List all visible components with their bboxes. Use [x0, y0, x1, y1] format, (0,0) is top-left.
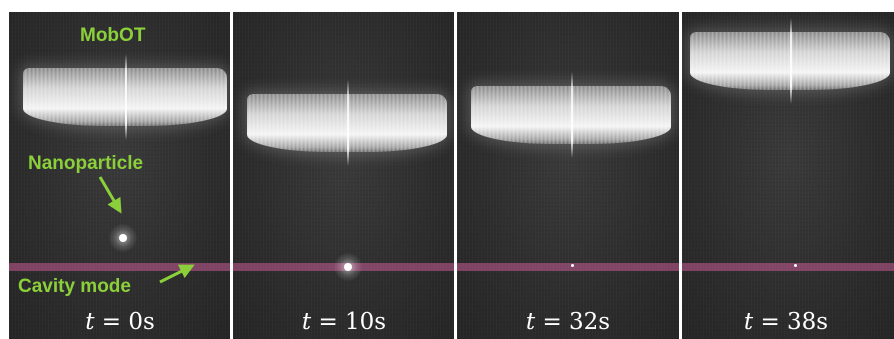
cavity-mode-band [457, 263, 679, 271]
nanoparticle-dot [344, 263, 352, 271]
time-variable: t [525, 309, 536, 335]
noise-texture [233, 12, 454, 339]
frame-2 [233, 12, 454, 339]
time-value: = 32s [542, 309, 611, 335]
time-value: = 38s [760, 309, 829, 335]
mobot-atom-cloud [690, 18, 890, 104]
time-value: = 0s [101, 309, 155, 335]
time-value: = 10s [318, 309, 387, 335]
frame-4 [682, 12, 894, 339]
mobot-atom-cloud [247, 80, 447, 166]
nanoparticle-dot [794, 264, 797, 267]
time-label-frame-2: t = 10s [233, 309, 455, 335]
time-label-frame-1: t = 0s [9, 309, 231, 335]
time-variable: t [743, 309, 754, 335]
nanoparticle-dot [571, 264, 574, 267]
nanoparticle-label: Nanoparticle [28, 153, 144, 174]
nanoparticle-dot [119, 234, 127, 242]
frame-1 [9, 12, 230, 339]
time-label-frame-3: t = 32s [457, 309, 679, 335]
time-variable: t [301, 309, 312, 335]
noise-texture [457, 12, 679, 339]
time-variable: t [85, 309, 95, 335]
mobot-atom-cloud [23, 54, 227, 140]
noise-texture [9, 12, 230, 339]
cavity-mode-band [9, 263, 230, 271]
mobot-label: MobOT [80, 25, 146, 46]
cavity-mode-label: Cavity mode [18, 276, 131, 297]
mobot-atom-cloud [471, 72, 671, 158]
time-label-frame-4: t = 38s [680, 309, 892, 335]
cavity-mode-band [682, 263, 894, 271]
frame-3 [457, 12, 679, 339]
